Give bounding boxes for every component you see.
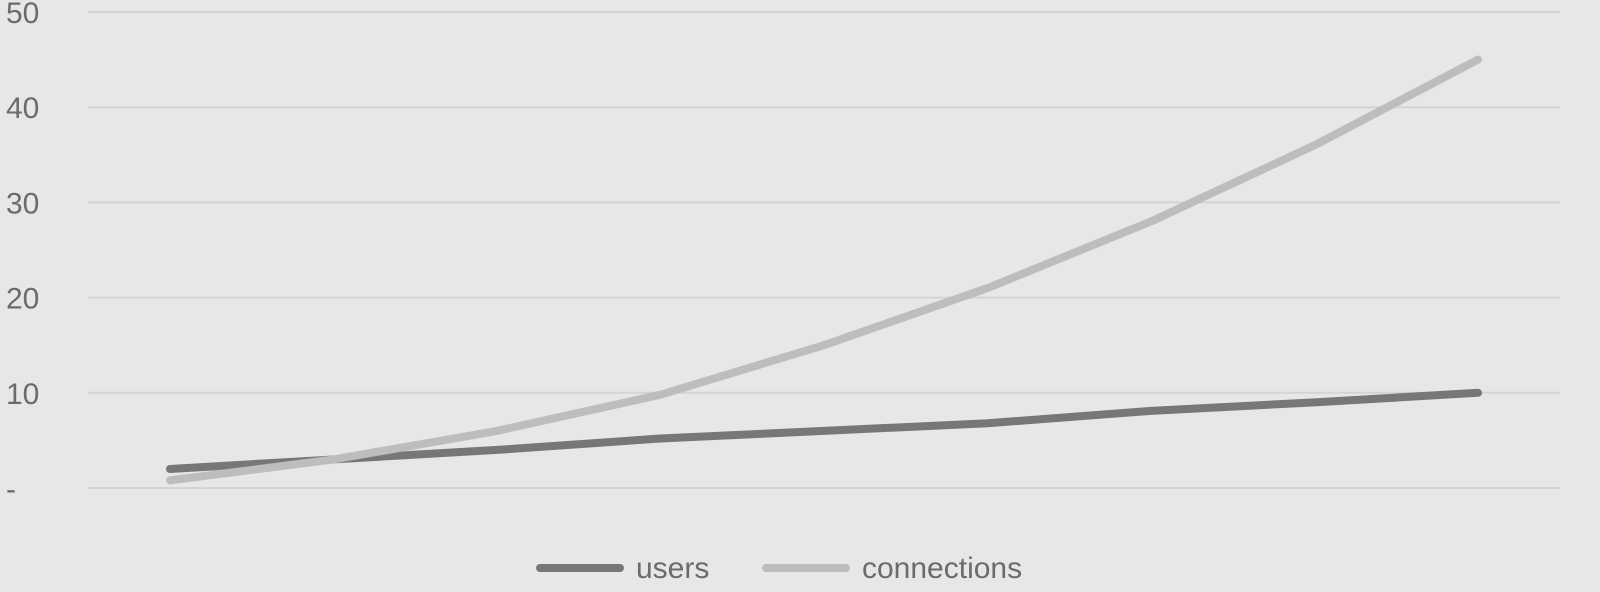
y-tick-label: 30	[6, 187, 39, 220]
data-point-users	[1311, 399, 1318, 406]
data-point-users	[167, 465, 173, 472]
y-axis-tick-labels: - 10 20 30 40 50	[6, 0, 39, 506]
data-point-connections	[167, 477, 173, 484]
y-tick-label: 50	[6, 0, 39, 30]
data-point-users	[494, 446, 500, 453]
data-point-users	[657, 435, 664, 442]
data-point-connections	[494, 427, 500, 434]
series-lines	[166, 55, 1482, 485]
grid-lines	[88, 11, 1560, 489]
data-point-connections	[1475, 56, 1481, 63]
data-point-connections	[1148, 218, 1154, 225]
y-tick-label: -	[6, 473, 16, 506]
legend: users connections	[536, 552, 1022, 585]
y-tick-label: 20	[6, 283, 39, 316]
data-point-connections	[657, 391, 664, 398]
data-point-connections	[330, 456, 337, 463]
data-point-users	[821, 427, 827, 434]
y-tick-label: 10	[6, 378, 39, 411]
y-tick-label: 40	[6, 92, 39, 125]
data-point-users	[984, 420, 991, 427]
data-point-users	[1148, 407, 1154, 414]
data-point-connections	[1311, 142, 1318, 149]
series-line-connections	[166, 55, 1482, 485]
data-point-connections	[984, 285, 991, 292]
legend-label-connections: connections	[862, 552, 1022, 585]
legend-label-users: users	[636, 552, 709, 585]
data-point-connections	[821, 342, 827, 349]
data-point-users	[1475, 389, 1481, 396]
